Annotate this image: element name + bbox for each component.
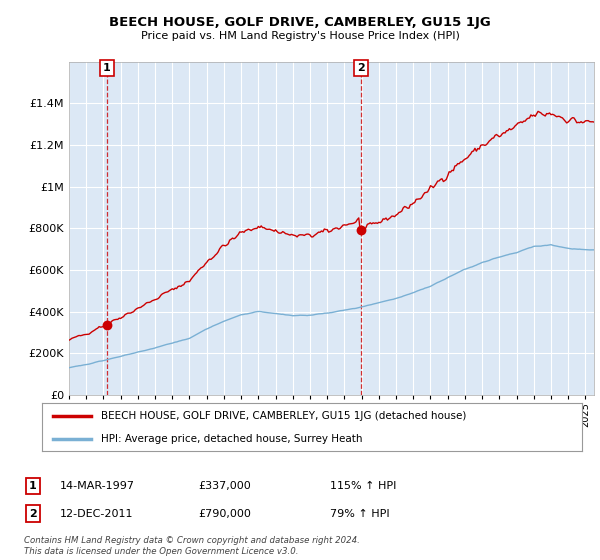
- Text: 14-MAR-1997: 14-MAR-1997: [60, 481, 135, 491]
- Text: 2: 2: [29, 508, 37, 519]
- Text: 79% ↑ HPI: 79% ↑ HPI: [330, 508, 389, 519]
- Text: 2: 2: [357, 63, 365, 73]
- Point: [102, 320, 112, 329]
- Text: Price paid vs. HM Land Registry's House Price Index (HPI): Price paid vs. HM Land Registry's House …: [140, 31, 460, 41]
- Text: HPI: Average price, detached house, Surrey Heath: HPI: Average price, detached house, Surr…: [101, 434, 363, 444]
- Text: 1: 1: [103, 63, 111, 73]
- Text: BEECH HOUSE, GOLF DRIVE, CAMBERLEY, GU15 1JG: BEECH HOUSE, GOLF DRIVE, CAMBERLEY, GU15…: [109, 16, 491, 29]
- Text: Contains HM Land Registry data © Crown copyright and database right 2024.
This d: Contains HM Land Registry data © Crown c…: [24, 536, 360, 556]
- Point: [356, 226, 366, 235]
- Text: BEECH HOUSE, GOLF DRIVE, CAMBERLEY, GU15 1JG (detached house): BEECH HOUSE, GOLF DRIVE, CAMBERLEY, GU15…: [101, 411, 467, 421]
- Text: £337,000: £337,000: [198, 481, 251, 491]
- Text: £790,000: £790,000: [198, 508, 251, 519]
- Text: 1: 1: [29, 481, 37, 491]
- Text: 12-DEC-2011: 12-DEC-2011: [60, 508, 133, 519]
- Text: 115% ↑ HPI: 115% ↑ HPI: [330, 481, 397, 491]
